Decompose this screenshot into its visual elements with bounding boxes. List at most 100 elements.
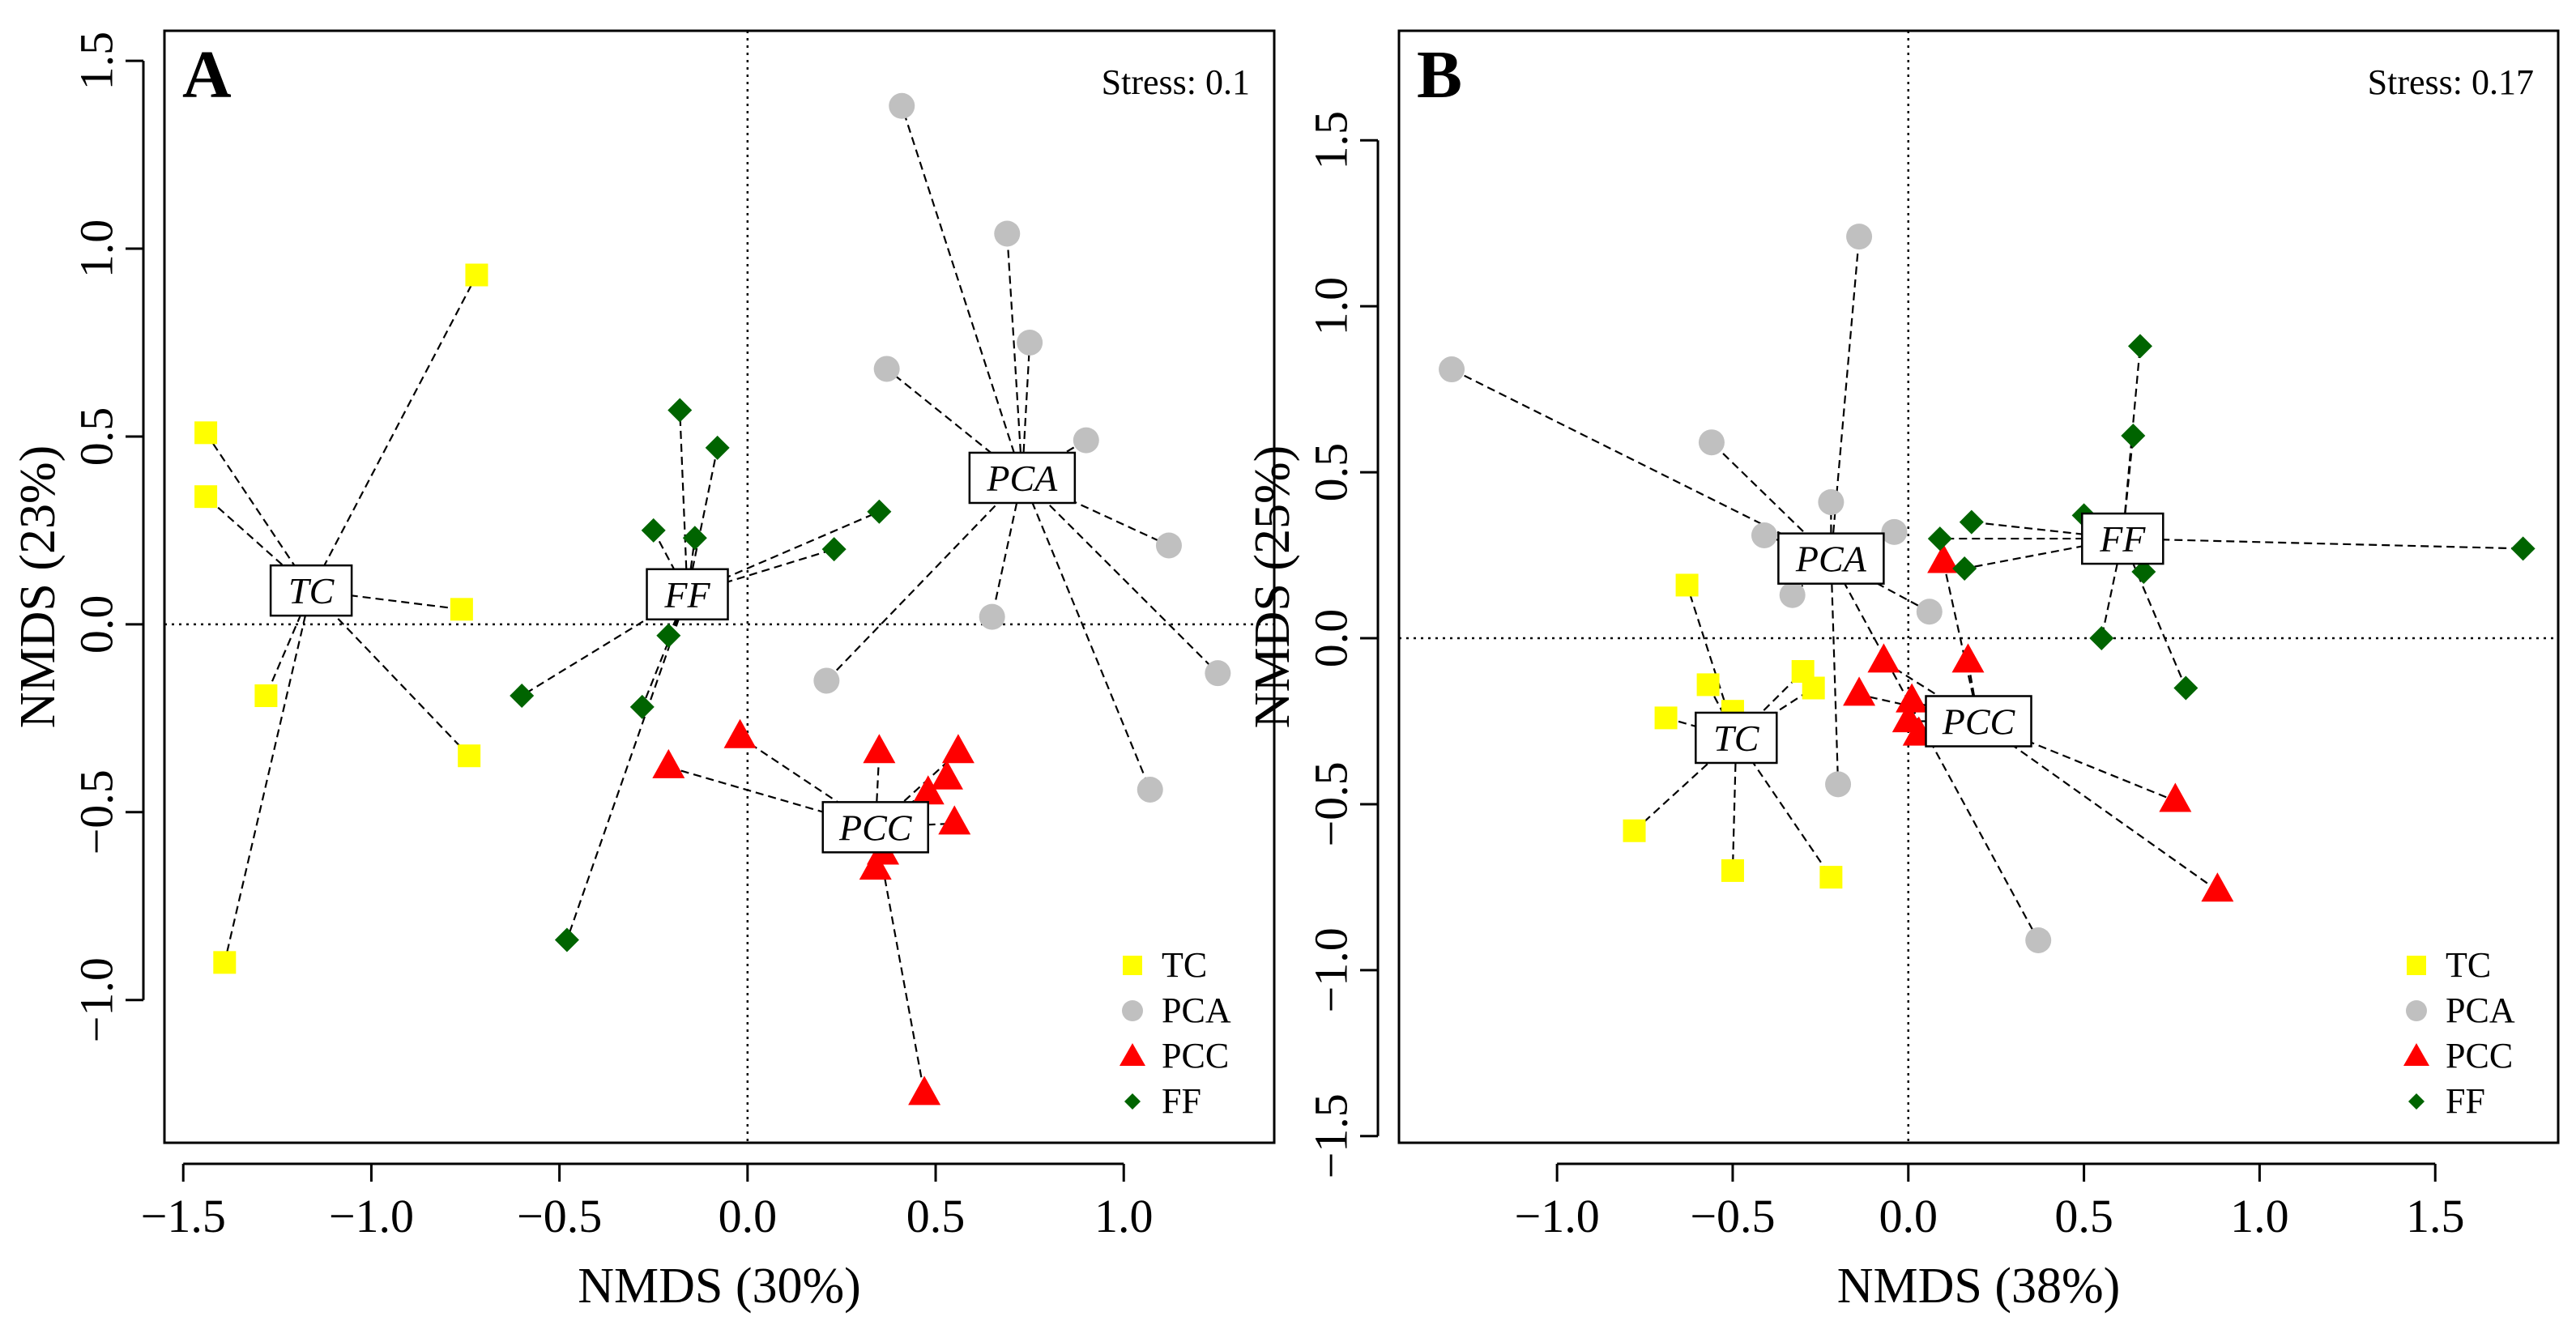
y-tick-label: −0.5 [1304,761,1357,846]
point-tc [1623,819,1646,842]
point-pcc [1867,643,1900,673]
spider-line-ff [687,510,880,595]
point-ff [2121,424,2146,449]
legend-item-tc: TC [1123,945,1207,985]
panel-letter: A [182,37,232,113]
centroid-label: TC [288,570,335,611]
legend-label: FF [1162,1081,1201,1121]
y-tick-label: 0.5 [70,407,122,467]
y-tick-label: −0.5 [70,769,122,854]
spider-line-ff [686,538,696,594]
legend-label: PCA [2446,991,2515,1030]
point-ff [705,435,730,460]
x-tick-label: 1.0 [2230,1190,2289,1242]
point-pcc [1951,643,1985,673]
plot-frame [1397,29,2560,1144]
point-pcc [1843,676,1876,706]
legend-label: TC [1162,945,1207,985]
point-pcc [908,1076,941,1106]
point-ff [667,398,693,423]
legend-label: TC [2446,945,2491,985]
y-tick-label: 0.5 [1304,443,1357,502]
point-pcc [2159,782,2192,812]
point-ff [2131,560,2156,585]
legend-item-pcc: PCC [2403,1036,2513,1076]
y-tick-label: 1.0 [1304,277,1357,336]
x-tick-label: 0.0 [719,1190,778,1242]
point-tc [1721,858,1744,882]
spider-line-ff [686,447,719,594]
spider-line-tc [224,590,313,963]
point-pcc [911,775,945,805]
spider-line-pcc [1977,720,2219,892]
point-ff [554,927,579,952]
centroid-label-box [2081,512,2164,565]
point-pca [813,667,840,694]
y-axis-title: NMDS (25%) [1245,445,1300,729]
spider-line-tc [205,432,313,591]
point-tc [1675,573,1699,597]
y-tick-label: 1.5 [70,32,122,91]
legend-circle-icon [2406,1000,2427,1021]
point-pca [873,356,900,382]
point-ff [629,694,655,719]
spider-line-pca [991,477,1023,617]
point-pcc [1927,543,1960,573]
point-pca [1137,776,1163,803]
spider-line-pca [1021,477,1219,674]
centroid-label: PCA [986,458,1058,499]
legend-triangle-icon [2403,1043,2429,1066]
legend-label: PCC [2446,1036,2513,1076]
centroid-label-box [968,451,1077,505]
spider-line-pca [1830,558,2040,941]
x-tick-label: 0.5 [2054,1190,2113,1242]
spider-line-tc [205,496,312,591]
x-tick-label: 1.0 [1094,1190,1154,1242]
plot-frame [163,29,1276,1144]
legend-item-pca: PCA [2406,991,2515,1030]
panel-a: TC PCA PCC FF −1.5 −1.0 −0.5 0.0 0.5 1.0 NMDS (30%… [11,29,1276,1314]
spider-line-pcc [1943,561,1980,722]
y-tick-label: 0.0 [1304,609,1357,668]
point-ff [821,537,847,562]
point-ff [641,518,666,543]
centroid-label: FF [2099,518,2146,560]
spider-line-pcc [1978,720,2176,802]
centroid-label-box [269,564,353,617]
point-ff [1952,556,1977,581]
x-tick-label: 0.0 [1879,1190,1938,1242]
point-pcc [2201,872,2234,902]
point-pcc [652,748,685,778]
y-tick-label: 1.5 [1304,111,1357,170]
point-tc [1819,866,1843,889]
point-pca [1017,329,1043,356]
point-ff [867,499,892,524]
point-ff [2173,675,2199,701]
x-tick-label: 1.5 [2406,1190,2465,1242]
spider-line-pca [1021,477,1151,790]
x-tick-label: −0.5 [1690,1190,1775,1242]
point-tc [194,421,218,445]
panel-b: TC PCA PCC FF −1.0 −0.5 0.0 0.5 1.0 1.5 NMDS (38%)… [1245,29,2560,1314]
point-pca [1846,224,1873,250]
point-pca [1205,660,1231,687]
point-ff [1927,526,1952,552]
point-pca [2025,927,2052,953]
y-tick-label: −1.0 [70,957,122,1042]
point-pcc [859,850,892,880]
point-pca [1439,356,1465,383]
centroid-label-box [821,801,929,854]
y-tick-label: 0.0 [70,595,122,654]
legend-item-tc: TC [2407,945,2491,985]
x-axis-title: NMDS (38%) [1837,1259,2121,1314]
spider-line-ff [2122,537,2523,550]
centroid-label: PCC [1942,701,2016,742]
point-pcc [941,734,975,764]
centroid-label-box [1695,711,1778,765]
legend-item-ff: FF [2408,1081,2485,1121]
point-pcc [938,805,971,835]
point-pca [979,603,1005,630]
point-tc [194,485,218,509]
x-tick-label: −1.0 [1515,1190,1600,1242]
